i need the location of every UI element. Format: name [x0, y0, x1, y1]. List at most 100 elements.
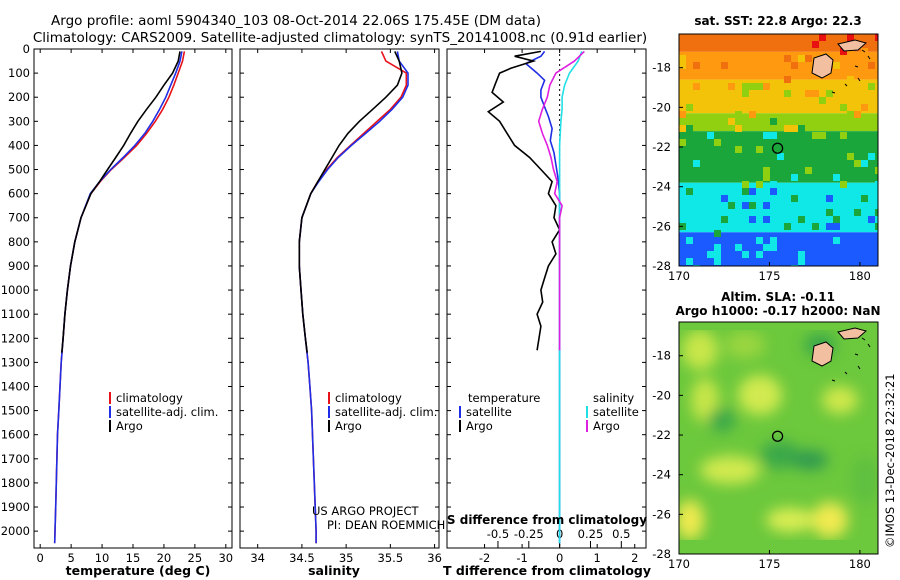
depth-tick-label: 1700: [1, 452, 30, 466]
sst-cell: [812, 41, 819, 48]
sst-cell: [763, 132, 770, 139]
sst-cell: [791, 195, 798, 202]
sst-cell: [756, 181, 763, 188]
t-difference-axis-label: T difference from climatology: [443, 563, 651, 578]
sst-cell: [756, 237, 763, 244]
sla-map-axis-ticks: 170 175 180 -18 -20 -22 -24 -26 -28: [652, 349, 871, 571]
sst-cell: [763, 83, 770, 90]
sst-cell: [826, 223, 833, 230]
difference-legend: temperature satellite Argo salinity sate…: [459, 391, 639, 433]
lat-tick-label: -26: [652, 219, 671, 233]
sst-cell: [875, 258, 878, 265]
sst-cell: [861, 104, 868, 111]
sst-cell: [686, 258, 693, 265]
lat-tick-label: -24: [652, 468, 671, 482]
lat-tick-label: -22: [652, 428, 671, 442]
sst-cell: [679, 111, 686, 118]
fiji-island: [811, 53, 834, 79]
sst-cell: [847, 34, 854, 41]
legend-t-satellite-label: satellite: [466, 405, 512, 419]
lat-tick-label: -18: [652, 349, 671, 363]
sst-cell: [735, 111, 742, 118]
sst-cell: [847, 76, 854, 83]
difference-profile-lines: [486, 49, 585, 548]
lat-tick-label: -20: [652, 100, 671, 114]
depth-tick-label: 200: [8, 90, 30, 104]
sla-heatmap: [679, 322, 878, 554]
depth-tick-label: 1900: [1, 500, 30, 514]
sla-map-panel: Altim. SLA: -0.11 Argo h1000: -0.17 h200…: [652, 290, 880, 571]
depth-tick-label: 700: [8, 211, 30, 225]
sst-cell: [826, 90, 833, 97]
sst-cell: [854, 111, 861, 118]
depth-tick-label: 0: [23, 42, 30, 56]
sst-band: [679, 79, 878, 114]
legend-climatology-label: climatology: [335, 391, 402, 405]
sst-cell: [861, 160, 868, 167]
legend-s-satellite-label: satellite: [593, 405, 639, 419]
sst-cell: [770, 41, 777, 48]
x-tick-label: 5: [67, 551, 74, 565]
sst-cell: [826, 237, 833, 244]
legend-temperature-title: temperature: [468, 391, 540, 405]
sst-cell: [679, 55, 686, 62]
sst-cell: [798, 251, 805, 258]
sst-map-title: sat. SST: 22.8 Argo: 22.3: [694, 14, 861, 28]
lon-tick-label: 180: [849, 557, 871, 571]
temperature-axis-ticks: 0 5 10 15 20 25 30: [37, 49, 233, 565]
sst-cell: [679, 125, 686, 132]
sst-cell: [721, 62, 728, 69]
lat-tick-label: -22: [652, 140, 671, 154]
sst-cell: [770, 188, 777, 195]
sst-cell: [756, 251, 763, 258]
sst-cell: [861, 195, 868, 202]
sst-cell: [735, 125, 742, 132]
sst-cell: [784, 223, 791, 230]
series-t-argo: [486, 50, 561, 351]
depth-tick-label: 100: [8, 66, 30, 80]
sst-cell: [756, 83, 763, 90]
sst-cell: [791, 125, 798, 132]
salinity-legend: climatology satellite-adj. clim. Argo: [328, 391, 437, 433]
sst-cell: [749, 83, 756, 90]
imos-timestamp: ©IMOS 13-Dec-2018 22:32:21: [883, 373, 897, 548]
series-argo: [298, 51, 403, 353]
difference-panel: -2 -1 0 1 2 -0.5 -0.25 0 0.25 0.5 temperature sa…: [443, 48, 651, 578]
figure-title-line1: Argo profile: aoml 5904340_103 08-Oct-20…: [51, 13, 541, 29]
sst-cell: [819, 41, 826, 48]
depth-tick-label: 600: [8, 187, 30, 201]
lat-tick-label: -18: [652, 61, 671, 75]
sst-cell: [868, 251, 875, 258]
sst-band: [679, 34, 878, 52]
x-tick-label: 34.5: [289, 551, 315, 565]
salinity-axis-ticks: 34 34.5 35 35.5 36: [250, 49, 442, 565]
salinity-depth-ticks: [240, 48, 439, 532]
sst-cell: [714, 251, 721, 258]
argo-position-marker: [771, 142, 784, 154]
depth-tick-label: 1500: [1, 404, 30, 418]
depth-tick-label: 1800: [1, 476, 30, 490]
sst-cell: [784, 90, 791, 97]
small-islands: [831, 49, 871, 94]
temperature-legend: climatology satellite-adj. clim. Argo: [109, 391, 218, 433]
legend-argo-label: Argo: [116, 419, 143, 433]
sst-cell: [875, 223, 878, 230]
x-tick-label: 1: [594, 551, 601, 565]
salinity-profile-lines: [298, 51, 409, 544]
depth-tick-label: 2000: [1, 524, 30, 538]
sst-band: [679, 232, 878, 266]
sst-cell: [798, 258, 805, 265]
sst-cell: [763, 216, 770, 223]
sst-cell: [686, 237, 693, 244]
s-tick-label: 0.25: [578, 527, 604, 541]
x-tick-label: 35: [339, 551, 354, 565]
sst-band: [679, 113, 878, 132]
depth-tick-label: 300: [8, 114, 30, 128]
sst-cell: [721, 244, 728, 251]
sst-cell: [770, 237, 777, 244]
sst-cell: [840, 132, 847, 139]
depth-tick-label: 400: [8, 138, 30, 152]
sst-cell: [826, 209, 833, 216]
sst-cell: [770, 132, 777, 139]
figure-title-line2: Climatology: CARS2009. Satellite-adjuste…: [33, 30, 647, 46]
